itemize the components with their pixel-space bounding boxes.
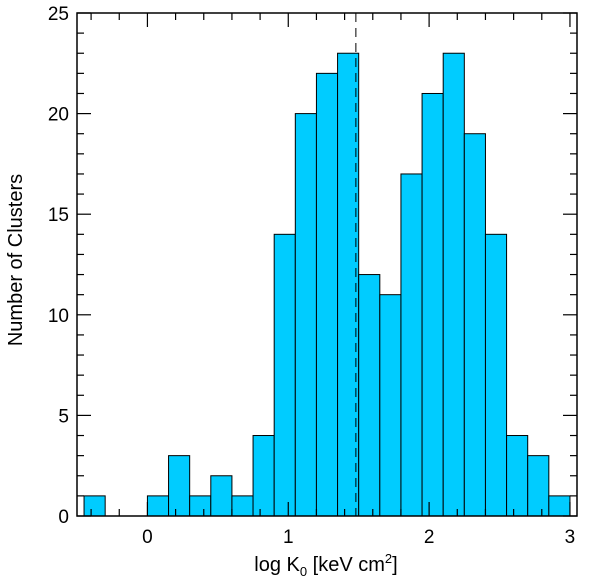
histogram-bar-19: [484, 233, 508, 517]
histogram-bar-6: [210, 475, 233, 517]
histogram-bar-5: [189, 495, 212, 517]
histogram-bar-3: [146, 495, 170, 517]
y-tick-label-5: 25: [48, 4, 69, 25]
x-axis-label: log K0 [keV cm2]: [254, 551, 397, 579]
axis-ticks: [77, 12, 577, 517]
x-tick-labels: 0 1 2 3: [142, 527, 575, 548]
y-tick-label-1: 5: [58, 406, 69, 427]
x-tick-label-0: 0: [142, 527, 153, 548]
histogram-bar-15: [400, 173, 423, 517]
histogram-bars: [83, 52, 571, 517]
histogram-bar-16: [421, 92, 444, 517]
y-tick-label-2: 10: [48, 306, 69, 327]
x-tick-label-1: 1: [283, 527, 294, 548]
histogram-bar-21: [527, 455, 550, 517]
histogram-bar-17: [442, 52, 465, 517]
histogram-bar-20: [506, 435, 529, 517]
y-axis-label: Number of Clusters: [5, 174, 27, 346]
x-axis-label-suffix: ]: [392, 554, 398, 576]
histogram-bar-7: [231, 495, 254, 517]
x-axis-label-superscript: 2: [385, 551, 392, 566]
x-axis-label-prefix: log K: [254, 554, 300, 576]
histogram-bar-0: [83, 495, 106, 517]
y-tick-label-4: 20: [48, 105, 69, 126]
x-tick-label-3: 3: [565, 527, 576, 548]
histogram-bar-11: [315, 72, 339, 517]
y-tick-label-0: 0: [58, 507, 69, 528]
x-axis-label-subscript: 0: [300, 564, 307, 579]
plot-frame: [76, 12, 578, 517]
histogram-bar-4: [168, 455, 191, 517]
x-axis-label-middle: [keV cm: [307, 554, 385, 576]
x-tick-label-2: 2: [424, 527, 435, 548]
histogram-bar-18: [463, 133, 486, 517]
y-tick-labels: 0 5 10 15 20 25: [48, 4, 69, 528]
histogram-bar-9: [273, 233, 296, 517]
histogram-bar-10: [294, 113, 317, 517]
histogram-bar-8: [252, 435, 275, 517]
histogram-bar-14: [379, 294, 402, 517]
histogram-bar-13: [358, 274, 381, 517]
histogram-bar-22: [548, 495, 571, 517]
y-tick-label-3: 15: [48, 205, 69, 226]
